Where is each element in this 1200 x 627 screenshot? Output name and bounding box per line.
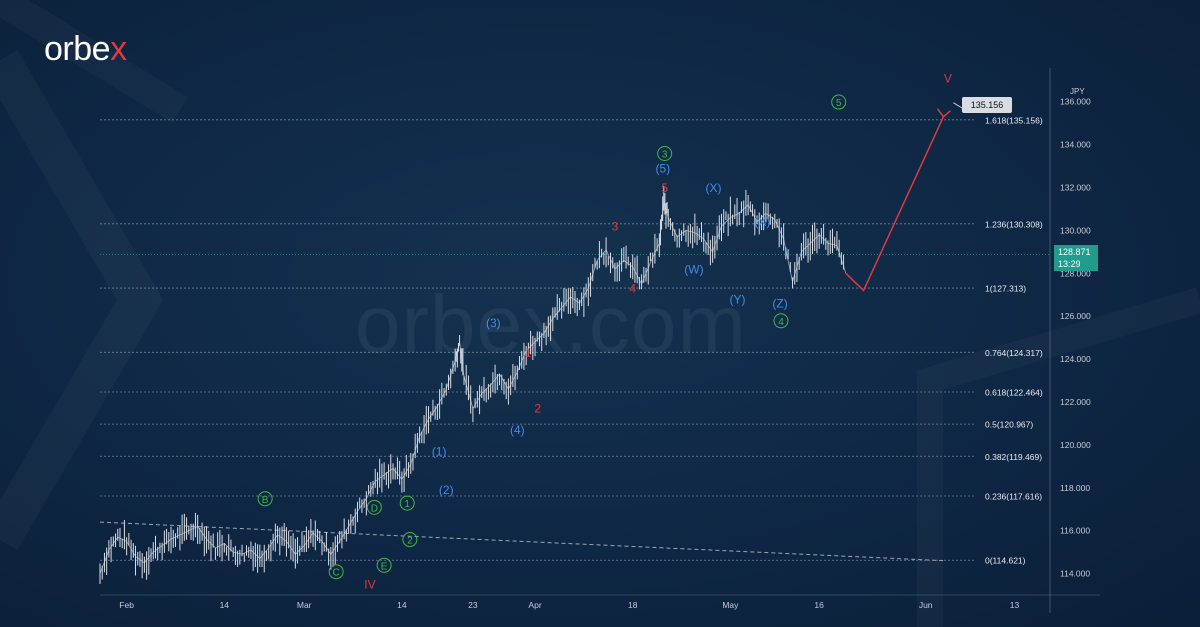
wave-labels-layer: IV V 1 2 3 4 5 (1) (2) (3) (4) (5) (X) (X) (W) (Y) (Z) B C… bbox=[257, 71, 952, 592]
fib-label: 0.5(120.967) bbox=[985, 420, 1033, 430]
wave-label-circle bbox=[328, 564, 344, 580]
wave-label: E bbox=[381, 561, 388, 572]
fib-label: 1.618(135.156) bbox=[985, 115, 1043, 125]
wave-label-circle bbox=[402, 532, 418, 548]
x-tick-label: 18 bbox=[628, 600, 638, 610]
wave-label: (X) bbox=[754, 215, 770, 229]
wave-label: 1 bbox=[404, 499, 410, 510]
wave-label: (2) bbox=[439, 483, 454, 497]
y-tick-label: 124.000 bbox=[1060, 354, 1091, 364]
x-tick-label: 16 bbox=[814, 600, 824, 610]
wave-label: (3) bbox=[486, 316, 501, 330]
callout-pointer bbox=[953, 102, 963, 109]
current-time: 13:29 bbox=[1058, 259, 1081, 269]
trendline-layer bbox=[99, 521, 944, 562]
wave-label-circle bbox=[376, 557, 392, 573]
x-tick-label: Jun bbox=[919, 600, 933, 610]
wave-label: 3 bbox=[612, 219, 619, 233]
x-tick-label: May bbox=[722, 600, 739, 610]
wave-label: (X) bbox=[706, 181, 722, 195]
watermark: orbex.com bbox=[355, 279, 747, 370]
wave-label: IV bbox=[364, 578, 375, 592]
x-tick-label: 14 bbox=[220, 600, 230, 610]
wave-label: V bbox=[944, 71, 952, 85]
fib-label: 1.236(130.308) bbox=[985, 219, 1043, 229]
wave-label-circle bbox=[366, 499, 382, 515]
y-tick-label: 136.000 bbox=[1060, 97, 1091, 107]
x-tick-label: 14 bbox=[397, 600, 407, 610]
wave-label-circle bbox=[257, 491, 273, 507]
x-tick-label: 13 bbox=[1010, 600, 1020, 610]
y-tick-label: 126.000 bbox=[1060, 311, 1091, 321]
current-price: 128.871 bbox=[1058, 247, 1091, 257]
x-axis: Feb 14 Mar 14 23 Apr 18 May 16 Jun 13 bbox=[100, 594, 1100, 610]
wave-label: 5 bbox=[661, 181, 668, 195]
fib-label: 1(127.313) bbox=[985, 284, 1026, 294]
y-tick-label: 128.000 bbox=[1060, 268, 1091, 278]
y-tick-label: 122.000 bbox=[1060, 397, 1091, 407]
projection-path bbox=[845, 116, 945, 292]
price-line bbox=[99, 202, 847, 574]
logo-text: orbe bbox=[44, 30, 111, 68]
y-tick-label: 132.000 bbox=[1060, 183, 1091, 193]
wave-label: 2 bbox=[407, 536, 413, 547]
wave-label: 4 bbox=[778, 317, 784, 328]
logo-x: x bbox=[110, 30, 127, 68]
wave-label: (1) bbox=[432, 445, 447, 459]
wave-label-circle bbox=[399, 495, 415, 511]
fib-label: 0.236(117.616) bbox=[985, 492, 1042, 502]
wave-label: (Y) bbox=[729, 292, 745, 306]
wave-label: 2 bbox=[534, 402, 541, 416]
wave-label: 5 bbox=[836, 98, 842, 109]
wave-label: 3 bbox=[662, 149, 668, 160]
wave-label: B bbox=[262, 495, 269, 506]
wave-label: C bbox=[333, 568, 340, 579]
fib-label: 0(114.621) bbox=[985, 556, 1026, 566]
trendline bbox=[99, 521, 944, 562]
wave-label: (5) bbox=[656, 162, 671, 176]
wave-label-circle bbox=[831, 94, 847, 110]
y-axis: JPY 114.000 116.000 118.000 120.000 122.000 12… bbox=[1049, 68, 1091, 613]
wave-label-circle bbox=[773, 313, 789, 329]
fib-label: 0.618(122.464) bbox=[985, 388, 1043, 398]
x-tick-label: Apr bbox=[528, 600, 541, 610]
price-series-layer bbox=[99, 185, 847, 584]
current-price-badge: 128.871 13:29 bbox=[1054, 245, 1098, 271]
projection-layer bbox=[845, 102, 963, 292]
x-tick-label: Mar bbox=[297, 600, 312, 610]
wave-label: 4 bbox=[629, 282, 636, 296]
y-tick-label: 116.000 bbox=[1060, 526, 1090, 536]
orbex-logo: orbex bbox=[44, 30, 127, 69]
fib-label: 0.764(124.317) bbox=[985, 348, 1043, 358]
y-axis-unit: JPY bbox=[1070, 87, 1085, 96]
y-tick-label: 120.000 bbox=[1060, 440, 1091, 450]
x-tick-label: 23 bbox=[468, 600, 478, 610]
x-tick-label: Feb bbox=[119, 600, 134, 610]
y-tick-label: 134.000 bbox=[1060, 140, 1091, 150]
fibonacci-levels: 0(114.621) 0.236(117.616) 0.382(119.469) 0.… bbox=[100, 115, 1050, 566]
wave-label: (4) bbox=[510, 423, 525, 437]
wave-label: (W) bbox=[684, 262, 703, 276]
wave-label: (Z) bbox=[772, 297, 787, 311]
y-tick-label: 118.000 bbox=[1060, 483, 1090, 493]
bg-chevron-left bbox=[0, 60, 140, 540]
wave-label-circle bbox=[657, 145, 673, 161]
wave-label: 1 bbox=[525, 346, 532, 360]
fib-label: 0.382(119.469) bbox=[985, 452, 1042, 462]
wave-label: D bbox=[371, 503, 378, 514]
projection-arrowhead bbox=[936, 108, 951, 118]
target-callout: 135.156 bbox=[962, 97, 1012, 113]
y-tick-label: 130.000 bbox=[1060, 225, 1091, 235]
y-tick-label: 114.000 bbox=[1060, 569, 1090, 579]
